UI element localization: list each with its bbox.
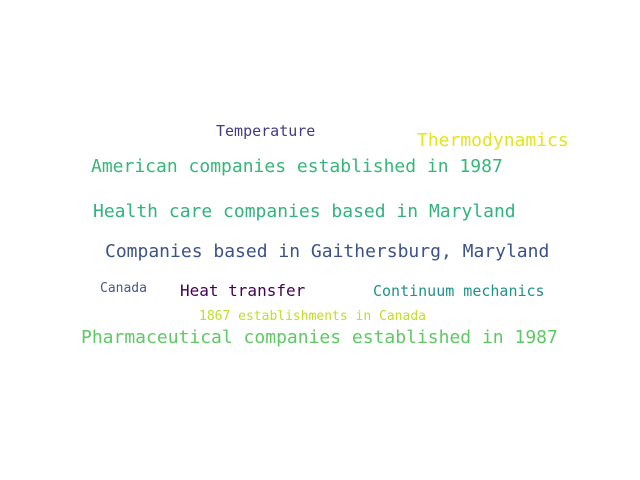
word-temperature: Temperature [216,122,316,140]
word-health-care-maryland: Health care companies based in Maryland [93,201,516,222]
word-pharmaceutical-companies-1987: Pharmaceutical companies established in … [81,327,558,348]
word-heat-transfer: Heat transfer [180,281,306,300]
word-american-companies-1987: American companies established in 1987 [91,156,503,177]
word-gaithersburg-maryland: Companies based in Gaithersburg, Marylan… [105,241,550,262]
word-1867-establishments-canada: 1867 establishments in Canada [199,309,426,324]
word-canada: Canada [100,281,147,296]
word-thermodynamics: Thermodynamics [417,130,569,151]
word-continuum-mechanics: Continuum mechanics [373,282,545,300]
